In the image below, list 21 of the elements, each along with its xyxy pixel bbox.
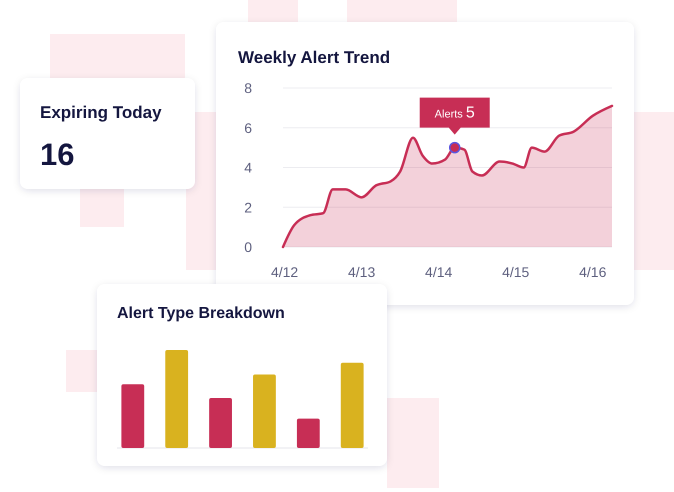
- chart-title: Weekly Alert Trend: [238, 48, 390, 67]
- x-tick-label: 4/15: [502, 264, 530, 280]
- x-tick-label: 4/12: [270, 264, 298, 280]
- x-tick-label: 4/16: [579, 264, 607, 280]
- chart-title: Alert Type Breakdown: [117, 305, 285, 322]
- text: Expiring Today: [40, 103, 162, 122]
- y-tick-label: 2: [244, 199, 252, 216]
- bar: [209, 398, 232, 448]
- bar: [296, 418, 320, 448]
- y-tick-label: 6: [244, 120, 252, 136]
- bar: [165, 350, 188, 448]
- text: 16: [40, 137, 74, 172]
- y-tick-label: 4: [244, 160, 252, 176]
- x-tick-label: 4/14: [425, 264, 453, 280]
- bar: [121, 384, 144, 448]
- y-tick-label: 8: [244, 80, 252, 96]
- bar: [340, 362, 364, 448]
- annotation: Alerts 5: [434, 104, 475, 122]
- x-tick-label: 4/13: [348, 264, 376, 280]
- bar: [253, 374, 276, 448]
- y-tick-label: 0: [244, 239, 252, 255]
